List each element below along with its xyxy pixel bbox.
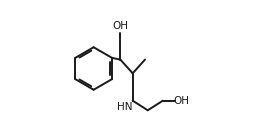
Text: OH: OH bbox=[174, 96, 190, 106]
Text: HN: HN bbox=[117, 102, 133, 112]
Text: OH: OH bbox=[112, 21, 128, 31]
